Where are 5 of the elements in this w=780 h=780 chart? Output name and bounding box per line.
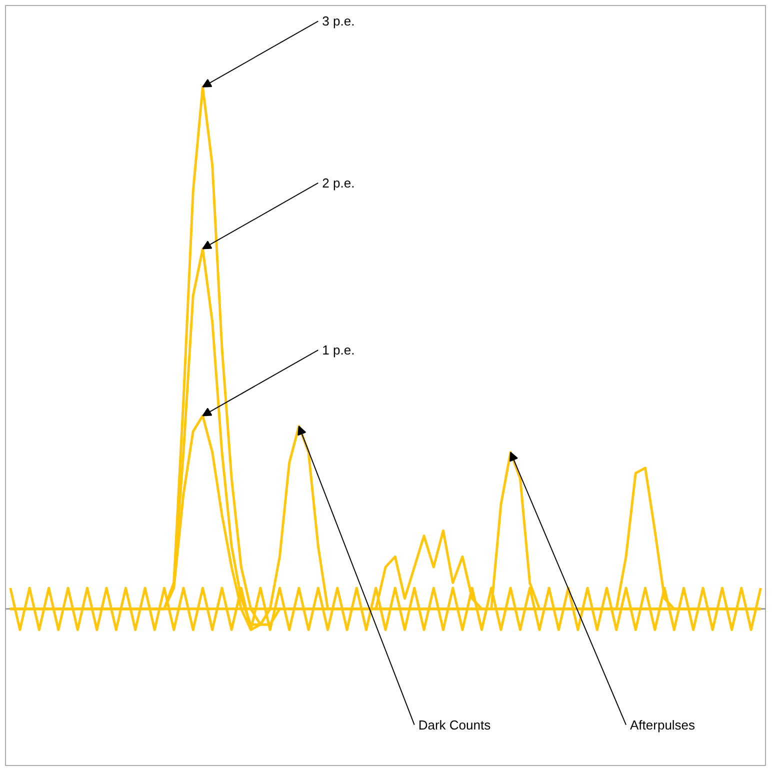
annotation: 2 p.e. bbox=[322, 175, 355, 190]
text: 3 p.e. bbox=[322, 14, 355, 29]
text: Dark Counts bbox=[418, 717, 492, 732]
text: Afterpulses bbox=[630, 717, 696, 732]
annotation: 1 p.e. bbox=[322, 342, 355, 358]
